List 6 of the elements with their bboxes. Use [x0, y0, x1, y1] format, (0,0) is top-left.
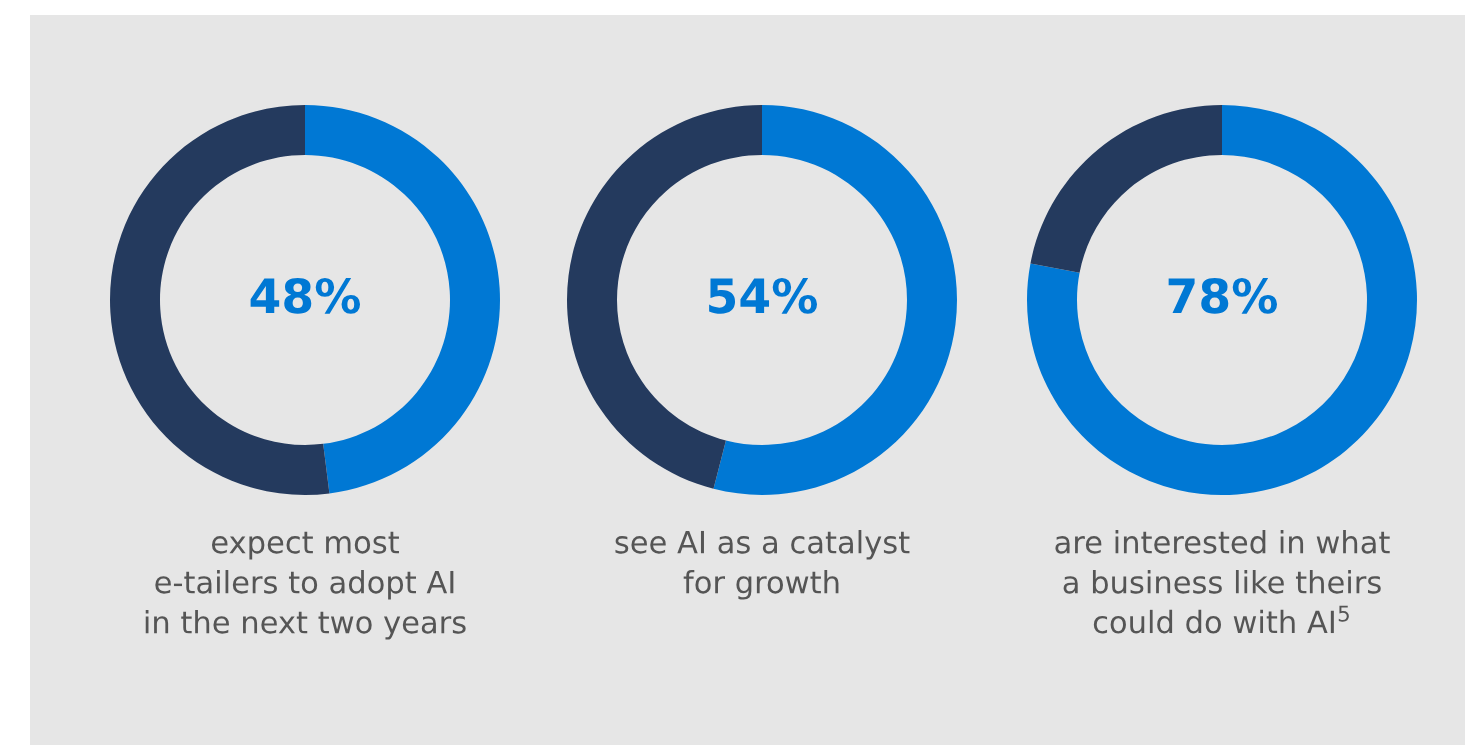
text: are interested in what a business like theirs could do with AI$^{5}$ — [1055, 530, 1390, 634]
text: see AI as a catalyst for growth — [615, 530, 910, 600]
data-label: 54% — [709, 277, 818, 314]
data-label: 78% — [1168, 277, 1278, 314]
text: expect most e-tailers to adopt AI in the next two years — [145, 531, 466, 640]
data-label: 48% — [250, 277, 361, 314]
